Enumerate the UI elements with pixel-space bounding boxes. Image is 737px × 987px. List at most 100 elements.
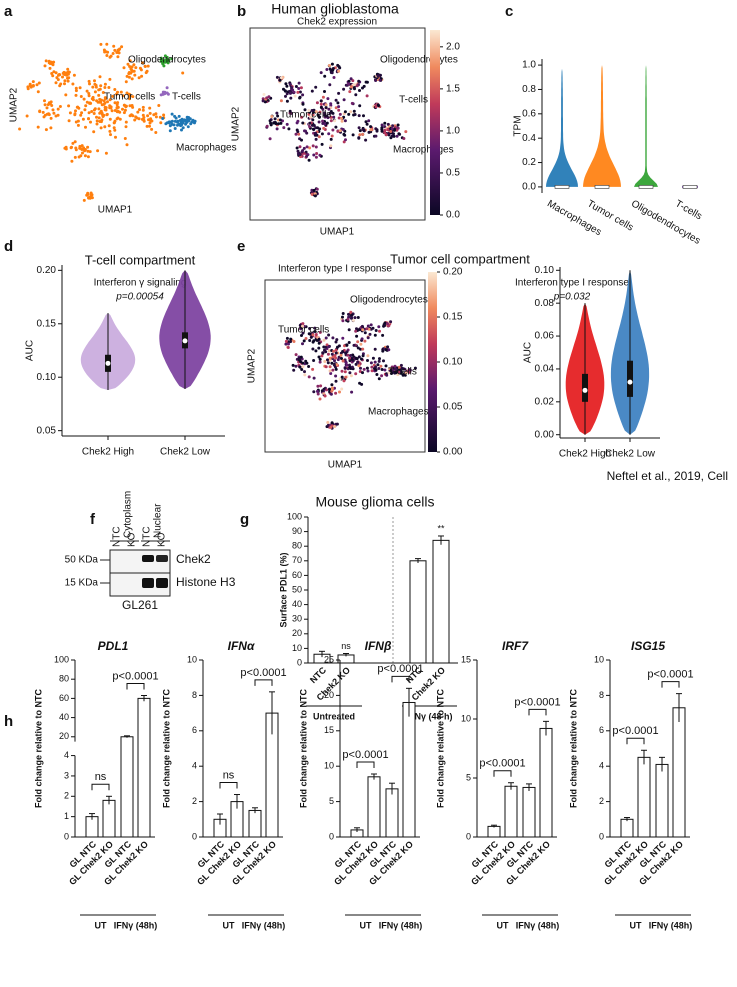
umap-point [122,111,126,115]
umap-point [320,354,324,358]
umap-point [52,70,56,74]
umap-point [333,119,337,123]
umap-point [112,126,116,130]
umap-point [340,117,343,120]
umap-point [67,70,71,74]
bar [432,539,450,664]
umap-point [92,112,96,115]
bar [672,707,686,838]
umap-point [352,109,356,113]
umap-point [48,66,52,70]
umap-point [85,89,89,93]
umap-point [56,107,60,111]
umap-point [341,315,344,319]
umap-point [373,333,377,337]
umap-point [348,90,352,94]
umap-point [336,129,340,133]
umap-point [394,367,398,371]
y-axis-label: Fold change relative to NTC [33,688,43,808]
umap-point [338,129,342,133]
umap-point [103,101,107,105]
umap-point [93,90,97,94]
umap-point [349,110,353,114]
bracket [219,782,238,789]
protein-label: Chek2 [176,552,211,566]
colorbar-tick-label: 0.15 [443,312,463,323]
umap-point [148,124,151,128]
umap-point [307,375,311,379]
umap-point [358,129,362,133]
umap-point [289,337,293,341]
chart-title: T-cell compartment [85,252,196,267]
umap-point [72,73,76,77]
umap-point [351,318,355,322]
umap-point [385,373,389,377]
blot-band [142,578,154,588]
y-tick-label: 50 [292,584,302,594]
umap-point [359,342,363,346]
umap-point [383,321,387,325]
umap-point [314,85,318,89]
y-tick-label: 8 [192,690,197,700]
umap-point [108,98,112,102]
umap-point [298,137,302,141]
umap-point [343,370,347,374]
y-tick-label: 4 [64,750,69,760]
umap-point [316,392,320,396]
umap-point [329,104,333,107]
umap-point [331,128,335,132]
umap-point [275,127,279,131]
umap-point [287,127,291,131]
umap-point [105,42,109,46]
umap-point [166,61,170,65]
umap-point [181,71,185,75]
umap-point [325,388,329,392]
umap-point [137,117,141,121]
umap-point [314,145,318,149]
umap-point [343,344,346,348]
umap-point [31,84,35,88]
umap-point [340,369,344,373]
umap-point [317,115,321,119]
umap-point [43,103,47,107]
umap-point [365,327,369,331]
umap-point [315,152,319,155]
bracket [391,675,410,683]
umap-point [334,367,338,371]
umap-point [125,74,129,78]
umap-point [273,117,277,121]
umap-point [114,135,117,139]
umap-point [154,115,158,119]
umap-point [108,55,112,59]
umap-point [78,86,82,90]
umap-point [330,71,334,75]
umap-point [390,372,393,375]
bar [655,763,669,838]
umap-point [74,93,78,97]
umap-point [341,312,345,315]
cluster-label: Macrophages [393,145,454,156]
umap-point [113,88,117,91]
umap-point [287,342,290,346]
group-label: IFNγ (48h) [516,920,560,930]
umap-point [337,355,341,359]
colorbar-tick-label: 0.0 [446,210,460,221]
umap-point [25,114,29,118]
umap-point [165,86,169,90]
umap-point [113,48,117,52]
umap-point [374,105,378,109]
umap-point [80,111,84,115]
y-tick-label: 30 [292,614,302,624]
umap-point [284,82,288,86]
umap-point [350,313,354,317]
umap-point [327,349,331,353]
umap-point [132,63,136,67]
umap-point [321,122,325,125]
umap-point [383,324,387,327]
umap-point [313,330,317,333]
umap-point [177,122,181,126]
umap-point [98,75,102,79]
umap-point [373,347,377,351]
y-tick-label: 0.8 [522,84,536,95]
